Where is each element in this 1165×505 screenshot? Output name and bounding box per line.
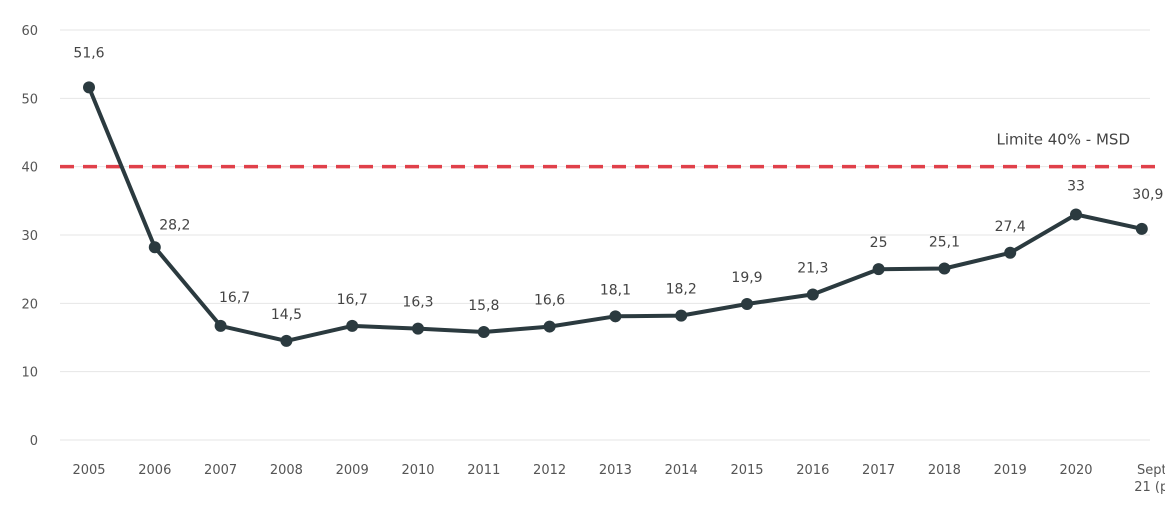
y-tick-label: 10 [21,366,38,381]
y-tick-label: 50 [21,92,38,107]
data-label: 51,6 [73,45,104,61]
data-point [148,241,161,254]
data-point [83,81,95,94]
x-tick-label: 2010 [401,463,434,478]
data-label: 25 [870,235,888,251]
x-tick-label: 2012 [533,463,566,478]
data-label: 28,2 [159,217,190,233]
x-tick-label: 2008 [270,463,303,478]
y-tick-label: 30 [21,229,38,244]
data-point [543,320,556,333]
x-tick-label: 2014 [665,463,698,478]
x-tick-label: 2017 [862,463,895,478]
x-tick-label: 2020 [1059,463,1092,478]
reference-line-label: Limite 40% - MSD [997,131,1130,149]
data-label: 33 [1067,179,1085,195]
y-tick-label: 0 [30,434,38,449]
y-axis-ticks: 0 10 20 30 40 50 60 [21,24,38,449]
data-point [609,310,622,323]
data-point [412,322,424,335]
y-tick-label: 60 [21,24,38,39]
data-point [806,288,819,301]
x-tick-label: 2006 [138,463,171,478]
data-point [675,309,688,322]
x-tick-label: 2018 [928,463,961,478]
x-tick-label: 2013 [599,463,632,478]
x-tick-label: 2007 [204,463,237,478]
data-labels: 51,6 28,2 16,7 14,5 16,7 16,3 15,8 16,6 18,1 18,2… [73,45,1163,323]
x-tick-label: 2005 [72,463,105,478]
x-tick-label: 2019 [994,463,1027,478]
y-tick-label: 20 [21,297,38,312]
data-label: 16,7 [219,290,250,306]
data-label: 14,5 [271,307,302,323]
data-point [938,262,951,275]
data-label: 25,1 [929,234,960,250]
data-label: 21,3 [797,260,828,276]
data-label: 18,1 [600,282,631,298]
data-label: 16,7 [337,292,368,308]
data-point [346,319,359,332]
data-point [872,263,885,276]
y-tick-label: 40 [21,161,38,176]
data-label: 19,9 [731,270,762,286]
data-label: 15,8 [468,298,499,314]
data-label: 16,6 [534,293,565,309]
data-point [1135,222,1148,235]
data-point [741,298,753,311]
x-tick-label: 2011 [467,463,500,478]
data-label: 16,3 [402,295,433,311]
data-label: 30,9 [1132,187,1163,203]
data-point [280,334,293,347]
x-tick-label: 2015 [730,463,763,478]
data-point [477,326,490,339]
data-point [214,319,227,332]
data-point [1004,246,1017,259]
x-axis-ticks: 2005 2006 2007 2008 2009 2010 2011 2012 2013 2014… [72,463,1165,495]
data-points [83,81,1148,347]
x-tick-label: 2009 [336,463,369,478]
data-label: 18,2 [666,282,697,298]
grid-layer [60,29,1150,441]
data-label: 27,4 [995,219,1026,235]
reference-line-group: Limite 40% - MSD [60,131,1160,169]
x-tick-label: 2016 [796,463,829,478]
data-point [1070,208,1082,221]
